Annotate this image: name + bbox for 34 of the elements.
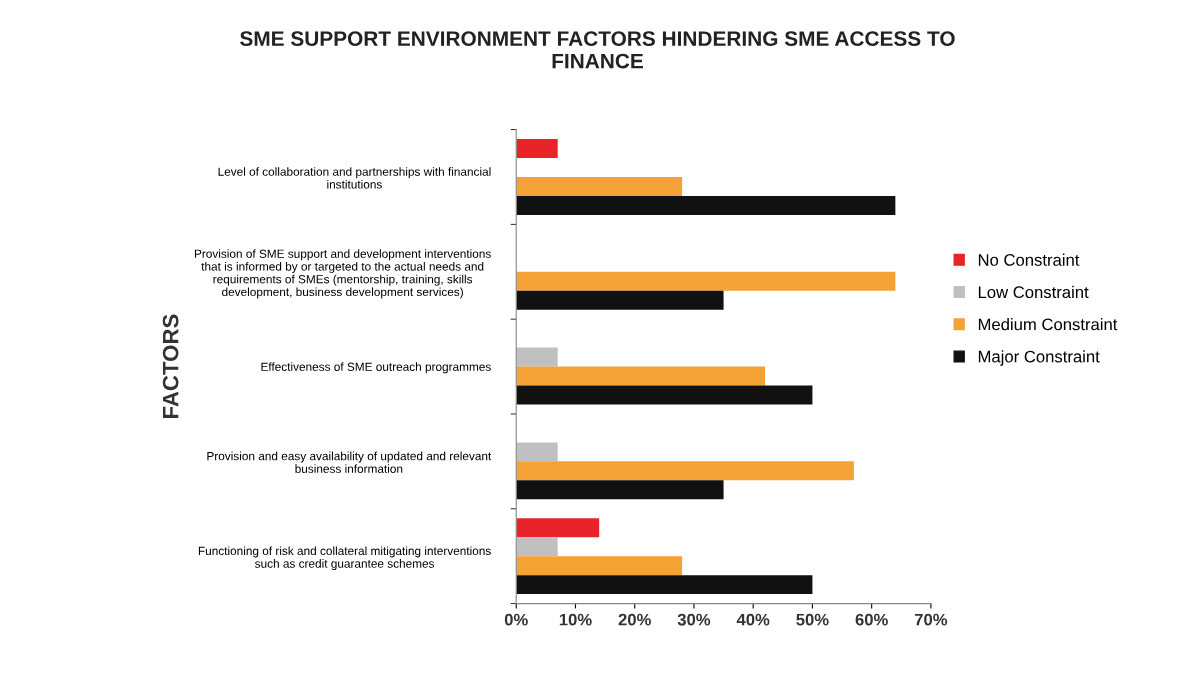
bar [516,176,683,196]
bar [516,195,896,215]
y-tick-label: Level of collaboration and partnerships with financial institutions [218,167,491,189]
x-tick-label: 70% [914,613,948,626]
y-tick-label: Provision of SME support and development interventions that is informed by or targeted to the actual needs and requirements of SMEs (mentorship, training, skills development, business development services) [194,249,491,299]
x-tick-label: 40% [736,613,770,626]
bar [516,442,558,462]
bar [516,347,558,367]
x-tick-label: 60% [855,613,888,626]
legend-label: Medium Constraint [978,318,1118,331]
bar [516,271,896,291]
bar [516,575,813,595]
y-axis-title: FACTORS [162,314,179,418]
bar [516,290,724,310]
bar [516,480,724,500]
bar [516,385,813,405]
legend-label: Major Constraint [978,350,1100,366]
bar [516,139,558,159]
x-tick-label: 20% [618,613,651,626]
y-tick-label: Functioning of risk and collateral mitigating interventions such as credit guarantee schemes [198,546,491,571]
bar [516,556,683,576]
x-tick-label: 30% [677,613,711,626]
x-tick-label: 10% [559,613,592,626]
x-tick-label: 50% [796,613,829,626]
bar [516,518,600,538]
x-tick-label: 0% [504,613,528,626]
chart-title: SME SUPPORT ENVIRONMENT FACTORS HINDERING SME ACCESS TO FINANCE [240,31,955,69]
y-tick-label: Provision and easy availability of updated and relevant business information [207,451,492,473]
y-tick-label: Effectiveness of SME outreach programmes [261,362,491,374]
bar [516,366,766,386]
legend-label: No Constraint [978,253,1080,266]
bar [516,461,854,481]
legend-label: Low Constraint [978,285,1089,299]
bar [516,537,558,557]
